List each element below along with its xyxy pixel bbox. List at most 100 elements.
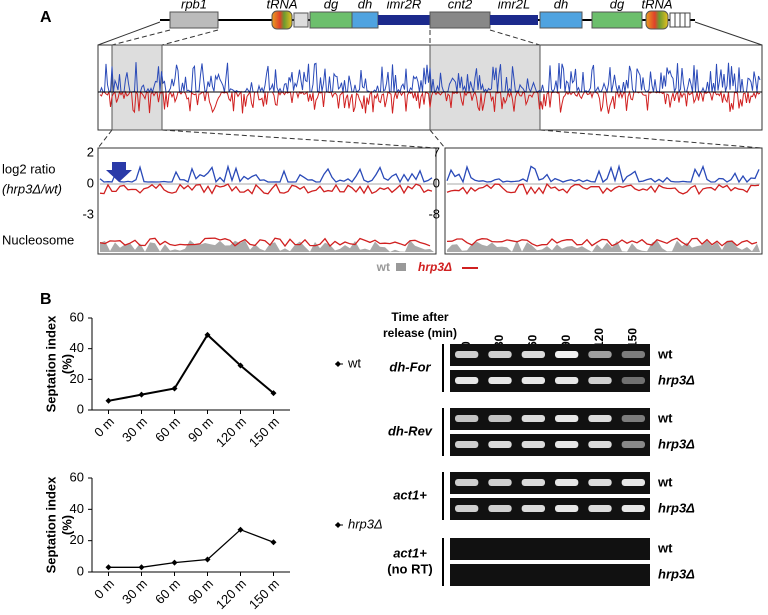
panel-label: A	[40, 9, 52, 26]
gene-box	[490, 15, 538, 25]
gene-box	[293, 12, 309, 28]
gel-band	[588, 415, 612, 422]
x-tick-label: 150 m	[246, 576, 282, 612]
y-tick-label: 0	[87, 175, 94, 190]
y-axis-label: Septation index	[43, 315, 58, 413]
trace-blue	[99, 62, 761, 94]
gel-band	[488, 479, 512, 486]
gene-label: imr2L	[498, 0, 531, 11]
data-point	[204, 556, 211, 563]
gene-box	[378, 15, 430, 25]
group-label: dh-For	[389, 359, 431, 374]
zoom-frame	[97, 147, 437, 255]
gel-header: Time after	[391, 310, 448, 324]
gene-box	[351, 11, 379, 29]
x-tick-label: 60 m	[152, 576, 183, 607]
legend-label: wt	[376, 260, 390, 274]
gene-label: imr2R	[387, 0, 422, 11]
gel-band	[588, 505, 612, 512]
gel-lane-strip	[450, 538, 650, 560]
arrow-icon	[106, 162, 132, 182]
gel-band	[621, 351, 645, 358]
gel-band	[521, 351, 545, 358]
y-tick-label: 7	[433, 144, 440, 159]
series-line	[108, 528, 274, 568]
y-tick-label: 0	[433, 175, 440, 190]
legend-label: wt	[347, 355, 361, 370]
y-tick-label: 0	[77, 401, 84, 416]
x-tick-label: 0 m	[91, 414, 117, 440]
gel-band	[455, 377, 479, 384]
group-label: act1+	[393, 545, 427, 560]
trace-red	[99, 90, 761, 114]
data-point	[105, 564, 112, 571]
gel-band	[488, 505, 512, 512]
y-axis-label: (hrp3Δ/wt)	[2, 181, 62, 196]
gel-band	[555, 377, 579, 384]
gel-band	[588, 479, 612, 486]
x-tick-label: 90 m	[185, 414, 216, 445]
x-tick-label: 60 m	[152, 414, 183, 445]
tiling-traces	[98, 62, 762, 252]
gene-label: cnt2	[448, 0, 473, 11]
x-tick-label: 30 m	[119, 576, 150, 607]
x-tick-label: 120 m	[213, 414, 249, 450]
gel-lane-strip	[450, 344, 650, 366]
gel-lane-strip	[450, 472, 650, 494]
gene-label: tRNA	[266, 0, 297, 11]
gene-box	[645, 10, 669, 30]
panel-label: B	[40, 291, 52, 308]
gel-band	[521, 377, 545, 384]
x-tick-label: 150 m	[246, 414, 282, 450]
gel-lane-strip	[450, 408, 650, 430]
data-point	[171, 559, 178, 566]
gel-band	[621, 505, 645, 512]
gel-band	[555, 415, 579, 422]
gene-label: rpb1	[181, 0, 207, 11]
gel-band	[621, 441, 645, 448]
y-tick-label: 20	[70, 371, 84, 386]
trace-blue	[446, 164, 760, 184]
data-point	[171, 385, 178, 392]
group-note: (no RT)	[387, 561, 432, 576]
gel-lane-strip	[450, 370, 650, 392]
gel-band	[621, 479, 645, 486]
nucleosome-wt	[447, 240, 760, 252]
data-point	[105, 397, 112, 404]
zoom-frame	[444, 147, 763, 255]
y-axis-label: (%)	[59, 354, 74, 374]
group-label: act1+	[393, 487, 427, 502]
legend-label: hrp3Δ	[418, 260, 452, 274]
gene-label: tRNA	[641, 0, 672, 11]
y-tick-label: 20	[70, 532, 84, 547]
trace-red	[446, 182, 760, 196]
legend-swatch	[396, 263, 406, 271]
nucleosome-wt	[100, 240, 434, 252]
gel-band	[488, 351, 512, 358]
gel-lane-strip	[450, 434, 650, 456]
gene-box	[309, 11, 353, 29]
data-point	[237, 526, 244, 533]
trace-blue	[99, 164, 433, 184]
gene-label: dh	[554, 0, 568, 11]
track-label: Nucleosome	[2, 232, 74, 247]
group-label: dh-Rev	[388, 423, 433, 438]
gel-band	[555, 479, 579, 486]
data-point	[204, 331, 211, 338]
strain-label: wt	[657, 346, 673, 361]
x-tick-label: 120 m	[213, 576, 249, 612]
y-axis-label: Septation index	[43, 476, 58, 574]
nucleosome-hrp3	[99, 237, 431, 248]
gel-band	[488, 415, 512, 422]
data-point	[237, 362, 244, 369]
data-point	[270, 390, 277, 397]
y-tick-label: 2	[87, 144, 94, 159]
y-tick-label: -3	[82, 206, 94, 221]
y-tick-label: 60	[70, 309, 84, 324]
y-axis-label: log2 ratio	[2, 161, 55, 176]
strain-label: wt	[657, 540, 673, 555]
zoom-region	[429, 44, 541, 131]
repeat-stripes	[669, 12, 691, 28]
gene-label: dg	[324, 0, 339, 11]
